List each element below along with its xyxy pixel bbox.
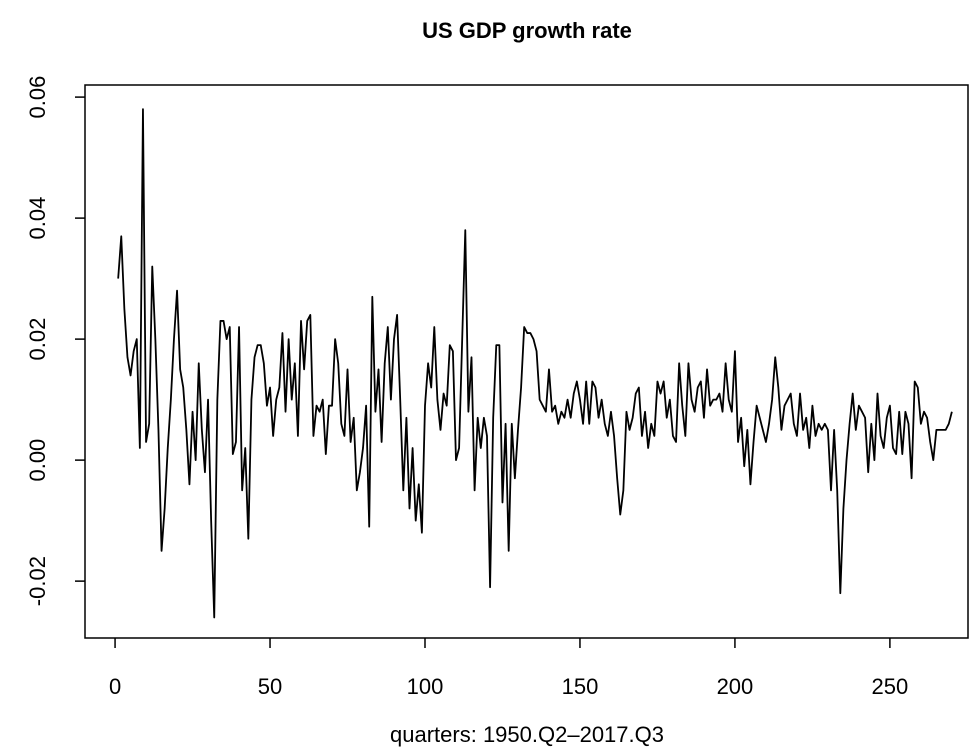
x-tick-label: 250 [872, 674, 909, 699]
y-tick-label: -0.02 [25, 556, 50, 606]
x-axis-label: quarters: 1950.Q2–2017.Q3 [390, 722, 664, 747]
x-tick-label: 200 [717, 674, 754, 699]
x-tick-label: 0 [109, 674, 121, 699]
plot-frame [84, 84, 969, 639]
x-tick-label: 50 [258, 674, 282, 699]
x-tick-label: 100 [407, 674, 444, 699]
y-tick-label: 0.06 [25, 76, 50, 119]
y-tick-label: 0.02 [25, 318, 50, 361]
x-tick-label: 150 [562, 674, 599, 699]
y-tick-label: 0.04 [25, 197, 50, 240]
chart-title: US GDP growth rate [422, 18, 632, 43]
data-line [117, 108, 953, 619]
y-tick-label: 0.00 [25, 439, 50, 482]
